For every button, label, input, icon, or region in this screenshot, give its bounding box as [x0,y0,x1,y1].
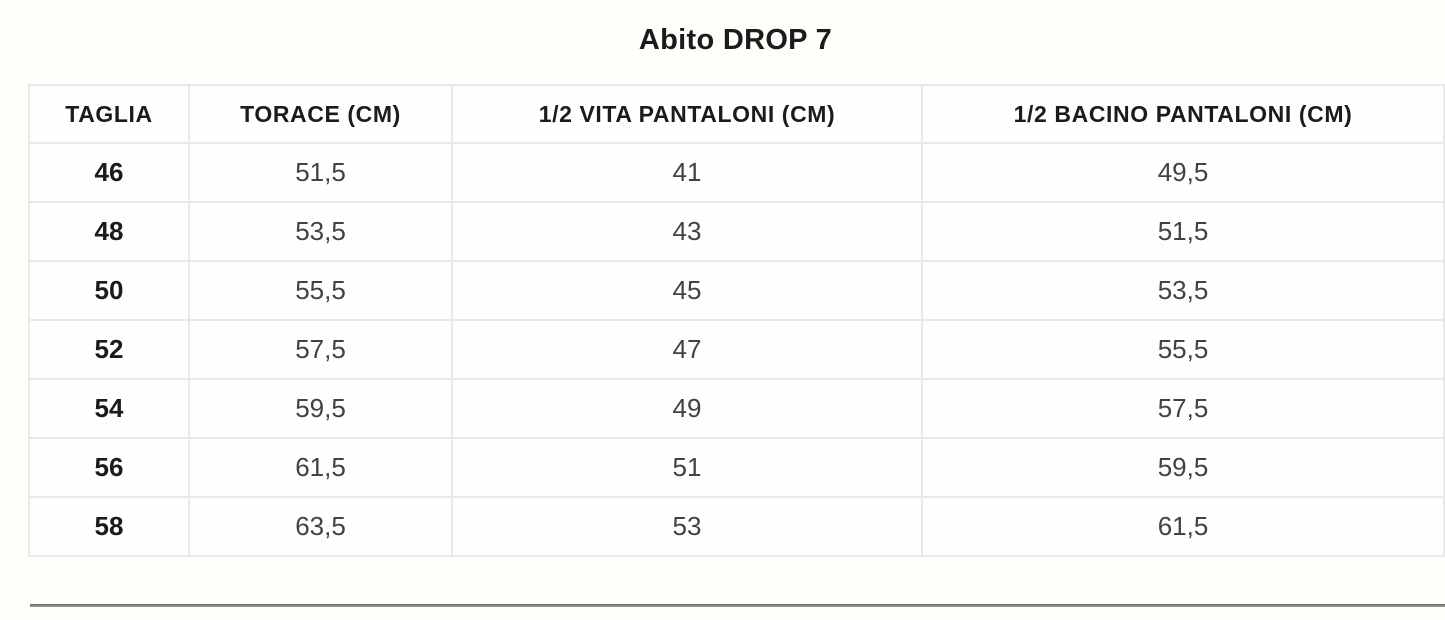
value-cell: 51,5 [921,201,1445,262]
column-header-torace: TORACE (CM) [188,84,453,144]
value-cell: 63,5 [188,496,453,557]
page-title: Abito DROP 7 [638,24,833,56]
value-cell: 61,5 [921,496,1445,557]
table-row: 50 55,5 45 53,5 [28,260,1445,321]
value-cell: 41 [451,142,923,203]
table-row: 46 51,5 41 49,5 [28,142,1445,203]
table-row: 52 57,5 47 55,5 [28,319,1445,380]
value-cell: 57,5 [188,319,453,380]
size-cell: 58 [28,496,190,557]
value-cell: 49,5 [921,142,1445,203]
value-cell: 53,5 [188,201,453,262]
size-cell: 52 [28,319,190,380]
size-chart-table: TAGLIA TORACE (CM) 1/2 VITA PANTALONI (C… [28,84,1445,557]
value-cell: 45 [451,260,923,321]
value-cell: 53 [451,496,923,557]
column-header-bacino-pantaloni: 1/2 BACINO PANTALONI (CM) [921,84,1445,144]
header-row: TAGLIA TORACE (CM) 1/2 VITA PANTALONI (C… [28,84,1445,144]
table-row: 58 63,5 53 61,5 [28,496,1445,557]
value-cell: 61,5 [188,437,453,498]
size-cell: 50 [28,260,190,321]
value-cell: 59,5 [188,378,453,439]
column-header-taglia: TAGLIA [28,84,190,144]
size-cell: 56 [28,437,190,498]
value-cell: 55,5 [921,319,1445,380]
column-header-vita-pantaloni: 1/2 VITA PANTALONI (CM) [451,84,923,144]
table-row: 54 59,5 49 57,5 [28,378,1445,439]
value-cell: 59,5 [921,437,1445,498]
value-cell: 57,5 [921,378,1445,439]
table-row: 48 53,5 43 51,5 [28,201,1445,262]
value-cell: 53,5 [921,260,1445,321]
value-cell: 49 [451,378,923,439]
value-cell: 47 [451,319,923,380]
size-cell: 46 [28,142,190,203]
value-cell: 51,5 [188,142,453,203]
value-cell: 51 [451,437,923,498]
table-row: 56 61,5 51 59,5 [28,437,1445,498]
horizontal-divider [30,604,1445,607]
size-cell: 48 [28,201,190,262]
size-cell: 54 [28,378,190,439]
value-cell: 43 [451,201,923,262]
value-cell: 55,5 [188,260,453,321]
